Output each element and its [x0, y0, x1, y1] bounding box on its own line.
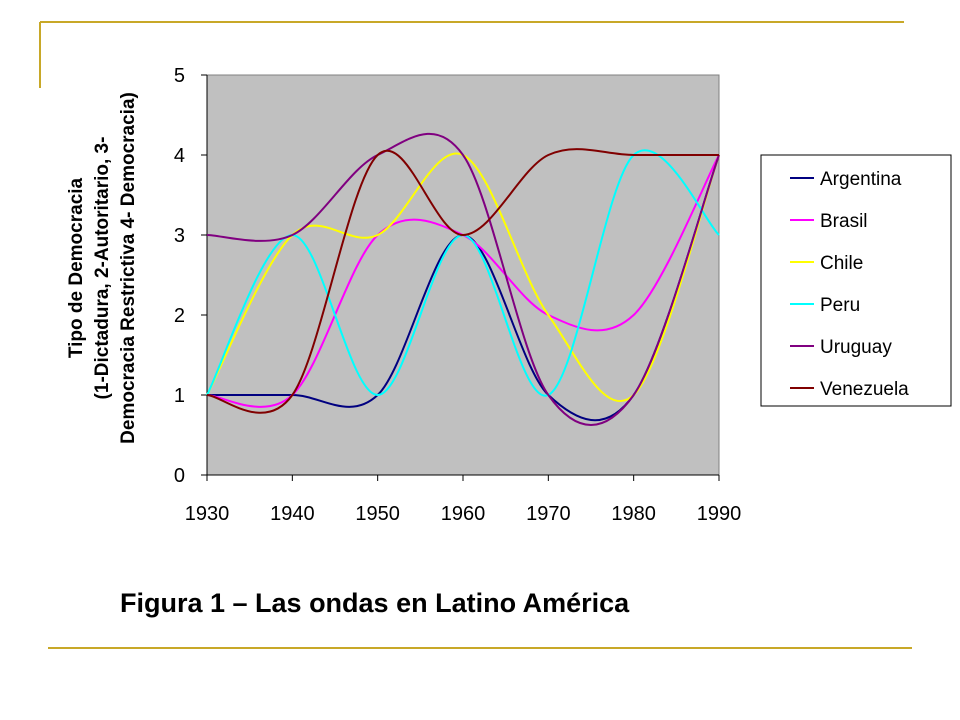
legend: Argentina Brasil Chile Peru Uruguay Venezuela — [760, 154, 952, 407]
legend-label-venezuela: Venezuela — [820, 379, 909, 400]
plot-area — [206, 74, 720, 476]
y-axis-label-line: Tipo de Democracia — [66, 177, 87, 358]
y-axis-label-line: (1-Dictadura, 2-Autoritario, 3- — [92, 137, 113, 400]
x-tick-label: 1960 — [441, 503, 486, 525]
series-line-venezuela — [206, 148, 719, 414]
x-tick-label: 1940 — [270, 503, 315, 525]
y-tick-label: 1 — [174, 385, 185, 407]
series-line-uruguay — [206, 132, 720, 426]
x-tick-label: 1990 — [697, 503, 742, 525]
figure-caption: Figura 1 – Las ondas en Latino América — [120, 588, 630, 618]
legend-label-chile: Chile — [820, 253, 863, 274]
legend-label-brasil: Brasil — [820, 211, 868, 232]
y-tick-label: 3 — [174, 225, 185, 247]
x-tick-label: 1930 — [185, 503, 230, 525]
y-axis-label-line: Democracia Restrictiva 4- Democracia) — [118, 92, 139, 444]
legend-label-peru: Peru — [820, 295, 860, 316]
legend-label-argentina: Argentina — [820, 169, 902, 190]
legend-box — [760, 154, 952, 407]
y-tick-label: 2 — [174, 305, 185, 327]
series-lines — [206, 132, 720, 426]
x-tick-label: 1950 — [355, 503, 400, 525]
x-tick-label: 1970 — [526, 503, 571, 525]
y-tick-label: 5 — [174, 65, 185, 87]
y-tick-label: 4 — [174, 145, 185, 167]
legend-label-uruguay: Uruguay — [820, 337, 892, 358]
y-axis-label: Tipo de Democracia (1-Dictadura, 2-Autori… — [66, 92, 139, 444]
y-tick-label: 0 — [174, 465, 185, 487]
axes: 0 1 2 3 4 5 1930 1940 1950 1960 1970 1980 1990 — [174, 65, 741, 525]
x-tick-label: 1980 — [611, 503, 656, 525]
